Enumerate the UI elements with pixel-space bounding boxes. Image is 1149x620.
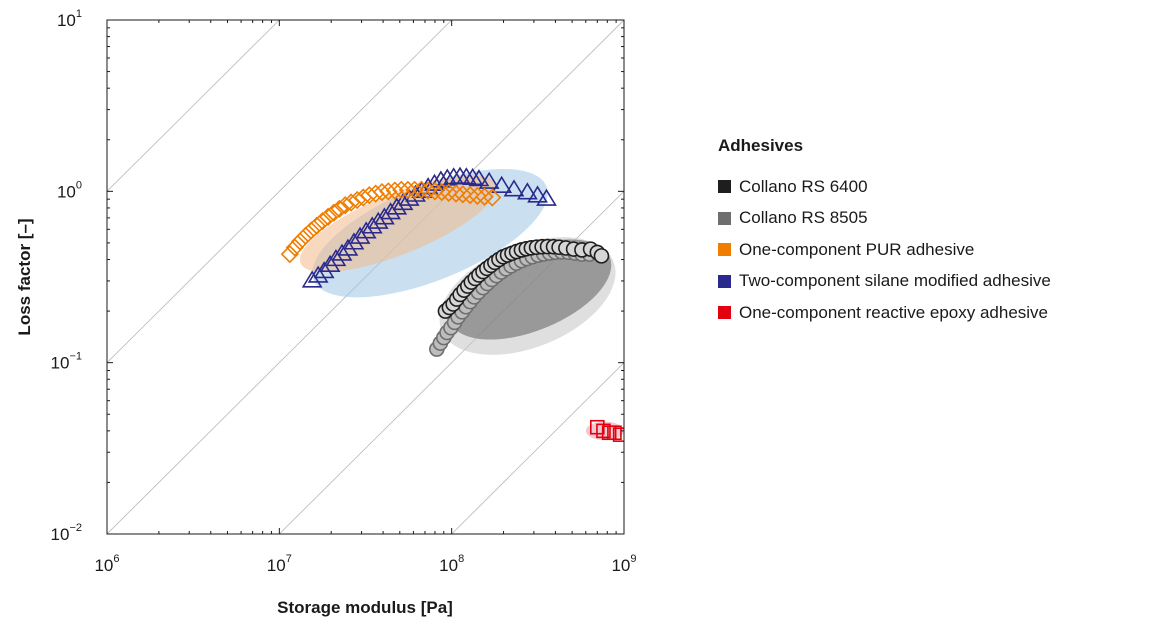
data-point	[398, 180, 418, 199]
data-point	[342, 193, 361, 212]
legend-swatch	[718, 180, 731, 194]
data-point	[285, 238, 304, 257]
data-point	[392, 180, 411, 199]
data-point	[319, 207, 338, 226]
legend-title: Adhesives	[718, 136, 804, 155]
data-point	[343, 232, 365, 250]
data-point	[330, 199, 349, 219]
data-point	[355, 221, 377, 239]
data-point	[462, 167, 484, 186]
data-point	[307, 265, 329, 283]
data-point	[461, 186, 480, 205]
data-point	[491, 175, 513, 193]
tick-labels: 106 107 108 109 10−2 10−1 100 101	[51, 8, 637, 575]
data-point	[319, 254, 341, 272]
data-point	[392, 192, 414, 211]
legend-items: Collano RS 6400 Collano RS 8505 One-compon…	[718, 171, 1051, 329]
data-point	[593, 248, 610, 264]
data-point	[425, 182, 445, 201]
legend-item: Collano RS 6400	[718, 171, 1051, 203]
data-point	[324, 203, 343, 222]
legend-label: One-component reactive epoxy adhesive	[739, 302, 1049, 322]
data-point	[412, 180, 431, 199]
y-tick-label: 10−2	[51, 522, 82, 544]
legend-swatch	[718, 306, 731, 320]
legend-label: Collano RS 8505	[739, 208, 868, 228]
diagonal-line	[451, 362, 624, 534]
x-tick-label: 107	[267, 553, 292, 575]
data-point	[380, 202, 401, 220]
data-point	[386, 197, 408, 215]
data-point	[536, 188, 557, 206]
data-point	[331, 243, 353, 261]
legend-item: One-component reactive epoxy adhesive	[718, 297, 1051, 329]
data-point	[468, 186, 487, 206]
data-point	[612, 427, 624, 442]
data-point	[280, 245, 299, 264]
data-point	[516, 182, 538, 200]
data-point	[313, 212, 332, 231]
data-point	[301, 270, 323, 288]
legend-item: Two-component silane modified adhesive	[718, 266, 1051, 298]
data-point	[418, 181, 438, 200]
y-axis-title: Loss factor [–]	[15, 218, 34, 335]
data-point	[325, 248, 347, 267]
data-point	[478, 171, 500, 189]
data-point	[373, 207, 395, 225]
x-tick-label: 108	[439, 553, 464, 575]
data-point	[439, 183, 458, 202]
legend-label: One-component PUR adhesive	[739, 239, 975, 259]
y-tick-label: 101	[57, 8, 82, 30]
data-points	[280, 166, 624, 442]
x-tick-label: 106	[94, 553, 119, 575]
legend-swatch	[718, 274, 731, 288]
data-point	[336, 196, 355, 215]
data-point	[290, 232, 310, 251]
data-point	[475, 187, 494, 206]
axis-ticks	[106, 19, 625, 535]
legend-label: Collano RS 6400	[739, 176, 868, 196]
data-point	[367, 211, 389, 229]
data-point	[405, 180, 424, 199]
data-point	[596, 423, 611, 439]
data-point	[302, 221, 321, 240]
legend-item: Collano RS 8505	[718, 203, 1051, 235]
data-point	[307, 216, 326, 235]
data-point	[349, 226, 371, 244]
x-axis-title: Storage modulus [Pa]	[277, 598, 453, 617]
data-point	[432, 182, 451, 202]
data-point	[446, 184, 466, 203]
diagonal-line	[107, 20, 280, 192]
data-point	[385, 181, 404, 200]
legend-label: Two-component silane modified adhesive	[739, 271, 1051, 291]
data-point	[436, 168, 458, 186]
x-tick-label: 109	[611, 553, 636, 575]
data-point	[503, 179, 525, 197]
data-point	[468, 169, 490, 187]
y-tick-label: 10−1	[51, 351, 82, 373]
data-point	[453, 185, 472, 204]
data-point	[337, 238, 359, 256]
diagonal-line	[107, 20, 452, 364]
plot-frame	[106, 19, 625, 535]
legend-swatch	[718, 211, 731, 225]
legend-swatch	[718, 243, 731, 257]
data-point	[313, 261, 335, 279]
data-point	[527, 185, 548, 203]
data-point	[483, 188, 502, 207]
data-point	[361, 216, 383, 234]
data-point	[296, 226, 315, 245]
y-tick-label: 100	[57, 179, 82, 201]
legend: Adhesives Collano RS 6400 Collano RS 8505…	[718, 136, 1051, 329]
legend-item: One-component PUR adhesive	[718, 234, 1051, 266]
data-point	[430, 170, 452, 188]
